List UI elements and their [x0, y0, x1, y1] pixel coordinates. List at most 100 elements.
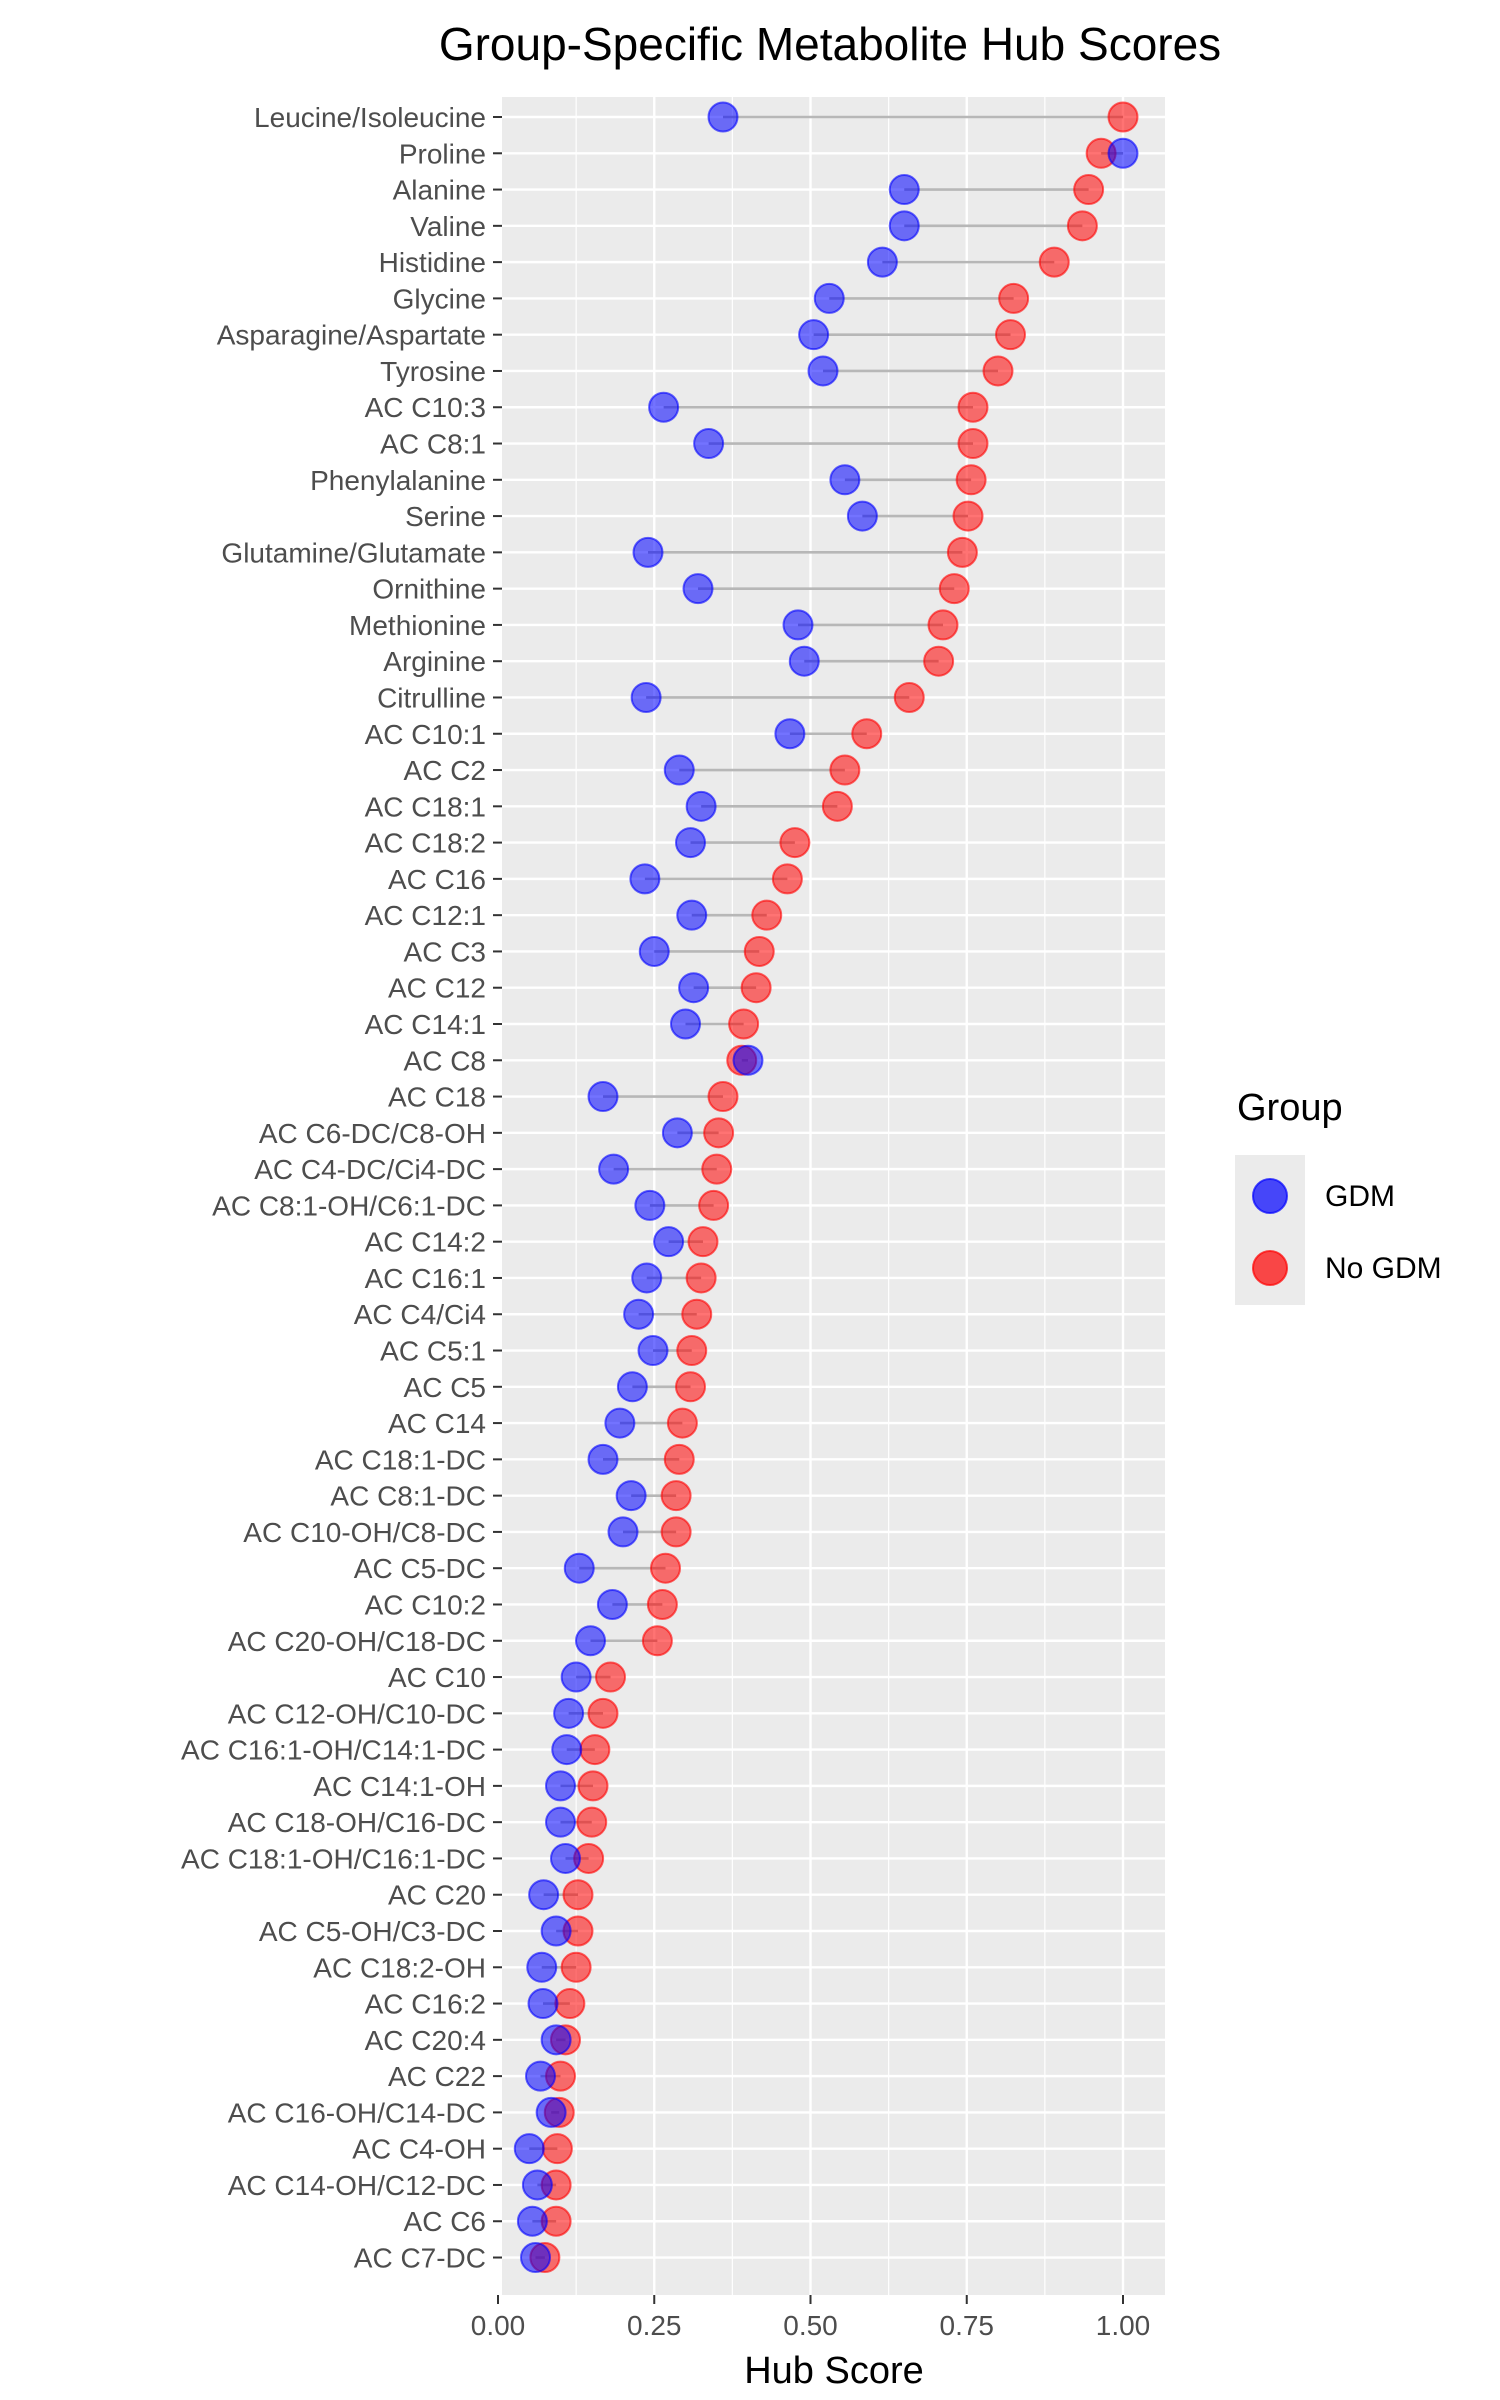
point-gdm — [545, 1806, 576, 1838]
y-tick-label: AC C5-DC — [354, 1553, 486, 1584]
point-no-gdm — [579, 1734, 611, 1766]
point-no-gdm — [576, 1806, 608, 1838]
point-no-gdm — [743, 935, 775, 967]
point-gdm — [807, 355, 839, 387]
point-no-gdm — [641, 1625, 673, 1657]
point-gdm — [587, 1081, 619, 1113]
y-tick-label: AC C20:4 — [365, 2025, 486, 2056]
point-gdm — [616, 1371, 648, 1403]
x-tick-label: 0.25 — [627, 2310, 682, 2341]
y-tick-label: Histidine — [379, 247, 486, 278]
point-gdm — [513, 2133, 545, 2165]
point-no-gdm — [562, 1879, 594, 1911]
y-tick-label: AC C14:1-OH — [313, 1771, 486, 1802]
point-gdm — [615, 1480, 647, 1512]
y-tick-label: Alanine — [393, 175, 486, 206]
point-gdm — [846, 500, 878, 532]
y-tick-label: AC C22 — [388, 2061, 486, 2092]
point-gdm — [527, 1988, 559, 2020]
point-no-gdm — [995, 319, 1026, 351]
point-gdm — [630, 681, 662, 713]
y-tick-label: AC C16:2 — [365, 1989, 486, 2020]
point-no-gdm — [675, 1371, 706, 1403]
y-tick-label: AC C18:2 — [365, 828, 486, 859]
point-no-gdm — [707, 1081, 739, 1113]
point-no-gdm — [663, 1443, 695, 1475]
legend-title: Group — [1237, 1087, 1343, 1129]
point-gdm — [520, 2242, 551, 2274]
y-tick-label: AC C5-OH/C3-DC — [259, 1916, 486, 1947]
y-tick-label: AC C10:2 — [365, 1589, 486, 1620]
point-no-gdm — [650, 1552, 681, 1584]
point-no-gdm — [1107, 101, 1139, 133]
point-gdm — [587, 1443, 619, 1475]
plot-panel — [502, 97, 1165, 2295]
point-gdm — [888, 174, 920, 206]
y-tick-label: AC C4/Ci4 — [354, 1299, 486, 1330]
point-no-gdm — [660, 1480, 692, 1512]
y-tick-label: AC C16-OH/C14-DC — [228, 2097, 486, 2128]
point-no-gdm — [893, 681, 925, 713]
point-gdm — [551, 1734, 583, 1766]
point-no-gdm — [779, 827, 811, 859]
point-gdm — [693, 428, 725, 460]
point-gdm — [560, 1661, 592, 1693]
point-no-gdm — [952, 500, 984, 532]
legend-label-no-gdm: No GDM — [1325, 1252, 1442, 1285]
y-tick-label: Glutamine/Glutamate — [221, 537, 486, 568]
point-no-gdm — [957, 428, 989, 460]
point-gdm — [607, 1516, 639, 1548]
y-tick-label: AC C14:2 — [365, 1227, 486, 1258]
y-tick-label: AC C18-OH/C16-DC — [228, 1807, 486, 1838]
y-tick-label: AC C18 — [388, 1082, 486, 1113]
point-gdm — [623, 1298, 655, 1330]
point-gdm — [596, 1588, 628, 1620]
y-tick-label: AC C16:1-OH/C14:1-DC — [181, 1735, 486, 1766]
y-tick-label: AC C7-DC — [354, 2243, 486, 2274]
y-tick-label: AC C5 — [404, 1372, 486, 1403]
point-gdm — [634, 1189, 666, 1221]
point-gdm — [676, 899, 708, 931]
point-gdm — [888, 210, 920, 242]
legend-key-gdm — [1252, 1178, 1288, 1214]
y-tick-label: Valine — [410, 211, 486, 242]
point-gdm — [540, 2024, 572, 2056]
y-axis: Leucine/Isoleucine Proline Alanine Valine Hi… — [181, 102, 502, 2274]
point-no-gdm — [728, 1008, 760, 1040]
y-tick-label: AC C18:1-OH/C16:1-DC — [181, 1843, 486, 1874]
point-gdm — [516, 2205, 548, 2237]
y-tick-label: Serine — [405, 501, 486, 532]
point-gdm — [525, 2060, 556, 2092]
point-gdm — [670, 1008, 701, 1040]
y-tick-label: Phenylalanine — [310, 465, 486, 496]
y-tick-label: AC C20 — [388, 1880, 486, 1911]
point-gdm — [829, 464, 861, 496]
point-no-gdm — [998, 282, 1030, 314]
y-tick-label: Methionine — [349, 610, 486, 641]
y-tick-label: AC C8 — [404, 1045, 486, 1076]
y-tick-label: Ornithine — [372, 574, 486, 605]
x-tick-label: 0.75 — [940, 2310, 995, 2341]
y-tick-label: Glycine — [393, 283, 486, 314]
point-no-gdm — [660, 1516, 692, 1548]
point-gdm — [678, 972, 710, 1004]
point-gdm — [521, 2169, 553, 2201]
y-tick-label: Proline — [399, 138, 486, 169]
y-tick-label: AC C12-OH/C10-DC — [228, 1698, 486, 1729]
point-gdm — [553, 1697, 585, 1729]
point-no-gdm — [541, 2133, 573, 2165]
y-tick-label: AC C8:1-OH/C6:1-DC — [212, 1190, 486, 1221]
point-no-gdm — [982, 355, 1014, 387]
point-gdm — [661, 1117, 693, 1149]
y-tick-label: AC C10:3 — [365, 392, 486, 423]
y-tick-label: AC C10 — [388, 1662, 486, 1693]
y-tick-label: AC C12:1 — [365, 900, 486, 931]
point-no-gdm — [577, 1770, 609, 1802]
point-gdm — [1107, 137, 1139, 169]
y-tick-label: AC C16 — [388, 864, 486, 895]
y-tick-label: AC C18:2-OH — [313, 1952, 486, 1983]
point-gdm — [685, 790, 717, 822]
point-no-gdm — [698, 1189, 730, 1221]
